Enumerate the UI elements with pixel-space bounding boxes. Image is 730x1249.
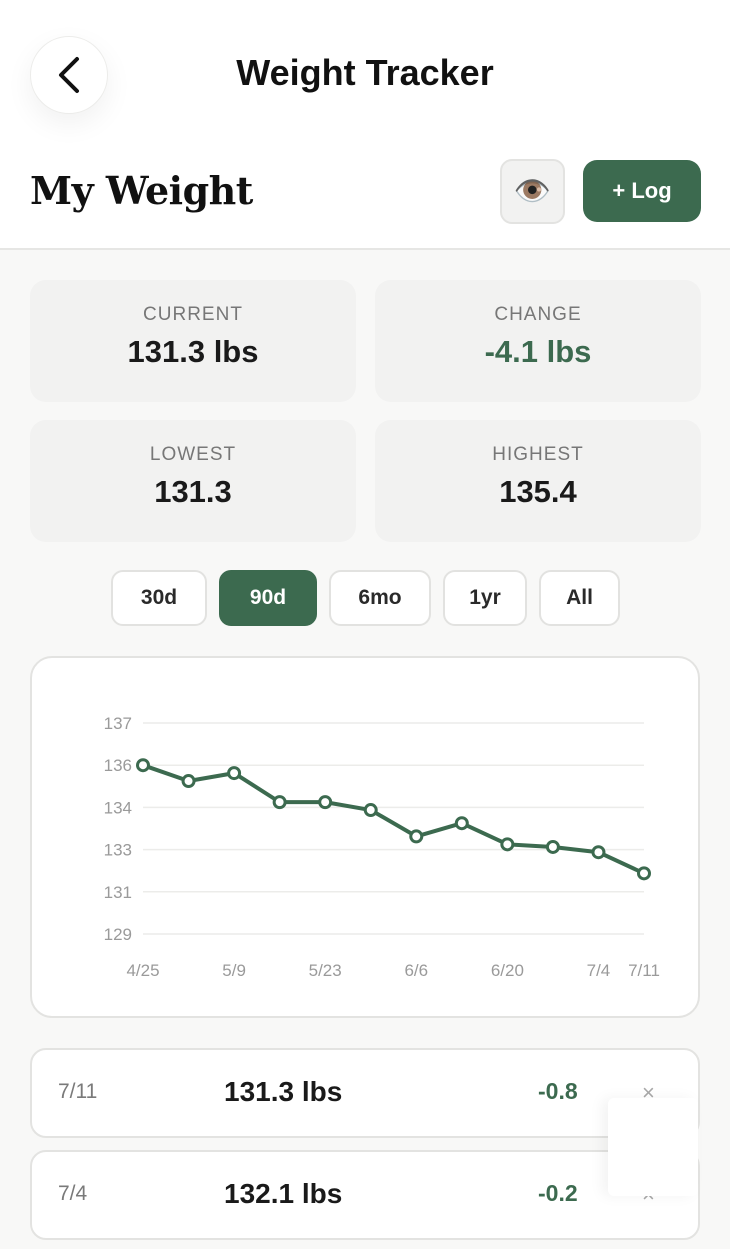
stat-label: CURRENT [143,304,243,325]
data-point [318,795,333,810]
series-line [141,763,646,876]
data-point [227,766,242,781]
entry-weight: 131.3 lbs [224,1076,343,1107]
data-point [409,829,424,844]
x-tick-label: 6/6 [404,961,428,980]
x-tick-label: 5/23 [309,961,342,980]
range-1yr-button[interactable]: 1yr [443,570,527,626]
y-tick-label: 134 [104,798,132,817]
app-title: Weight Tracker [236,52,494,93]
data-point [500,837,515,852]
stat-card-highest: HIGHEST 135.4 [375,420,701,542]
entry-date: 7/11 [58,1080,98,1103]
weight-chart-card: 137 136 134 133 131 129 4/25 5/9 5/23 6/6 6/20 7/4 7… [30,656,700,1018]
stat-value: 135.4 [499,474,577,509]
stat-value: 131.3 lbs [127,334,259,369]
weight-line-chart: 137 136 134 133 131 129 4/25 5/9 5/23 6/6 6/20 7/4 7… [104,714,660,980]
range-30d-button[interactable]: 30d [111,570,207,626]
x-tick-label: 7/11 [628,961,660,980]
weight-entry-row: 7/11 131.3 lbs -0.8 × [30,1048,700,1138]
stat-value: -4.1 lbs [484,334,592,369]
entry-weight: 132.1 lbs [224,1178,343,1209]
chevron-left-icon [59,57,79,93]
entry-date: 7/4 [58,1182,88,1205]
overlay-panel [608,1098,698,1196]
data-point [545,839,560,854]
data-point [272,795,287,810]
range-90d-button[interactable]: 90d [219,570,317,626]
visibility-toggle-button[interactable]: 👁️ [500,159,565,224]
data-point [181,774,196,789]
range-all-button[interactable]: All [539,570,620,626]
data-point [363,803,378,818]
y-tick-label: 136 [104,756,132,775]
x-tick-label: 7/4 [587,961,611,980]
stat-value: 131.3 [154,474,232,509]
add-log-button[interactable]: + Log [583,160,701,222]
data-point [136,758,150,773]
y-tick-label: 129 [104,925,132,944]
y-tick-label: 131 [104,883,132,902]
stat-label: LOWEST [149,444,237,465]
data-point [454,816,469,831]
entry-delta: -0.2 [538,1180,578,1206]
page-title: My Weight [30,168,253,213]
stat-label: CHANGE [494,304,582,325]
data-point [591,845,606,860]
stat-card-current: CURRENT 131.3 lbs [30,280,356,402]
back-button[interactable] [30,36,108,114]
weight-entry-row: 7/4 132.1 lbs -0.2 × [30,1150,700,1240]
y-tick-label: 133 [104,841,132,860]
x-tick-label: 4/25 [126,961,159,980]
y-tick-label: 137 [104,714,132,733]
entry-delta: -0.8 [538,1078,578,1104]
stat-card-change: CHANGE -4.1 lbs [375,280,701,402]
data-point [637,866,651,881]
range-6mo-button[interactable]: 6mo [329,570,431,626]
x-tick-label: 5/9 [222,961,246,980]
stat-label: HIGHEST [492,444,584,465]
eye-icon: 👁️ [513,175,552,208]
stat-card-lowest: LOWEST 131.3 [30,420,356,542]
x-tick-label: 6/20 [491,961,524,980]
